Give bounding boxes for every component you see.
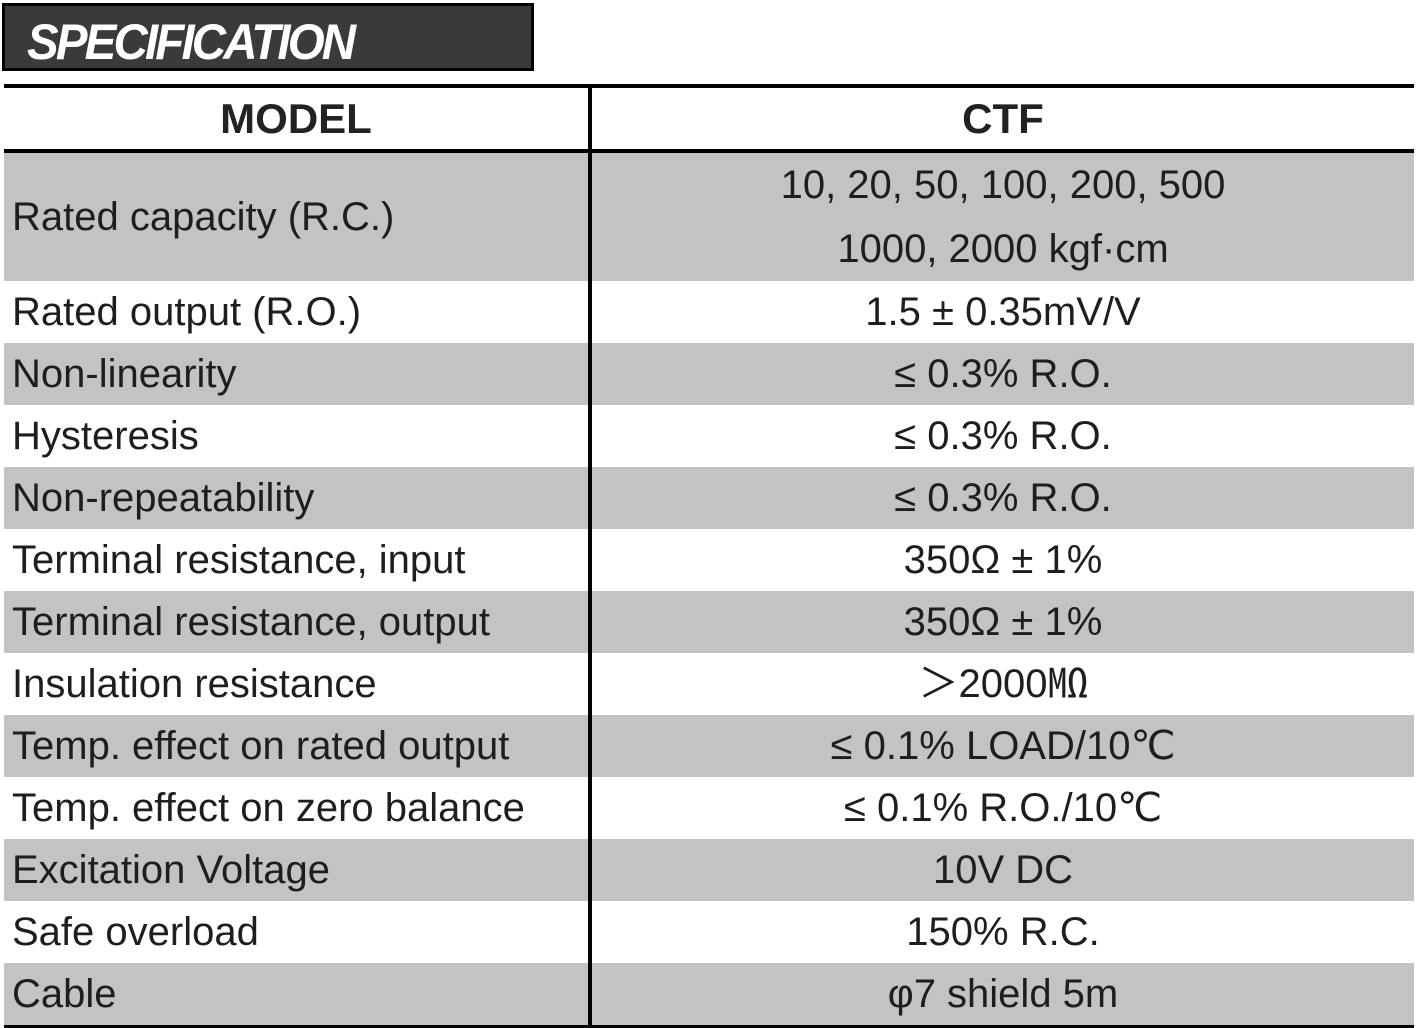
row-label-temp-effect-rated-output: Temp. effect on rated output (4, 715, 592, 777)
row-value-temp-effect-rated-output: ≤ 0.1% LOAD/10℃ (590, 715, 1414, 777)
row-value-hysteresis: ≤ 0.3% R.O. (894, 414, 1112, 458)
table-row: Safe overload 150% R.C. (4, 901, 1414, 963)
row-label-temp-effect-zero-balance: Temp. effect on zero balance (4, 777, 592, 839)
row-value-terminal-resistance-output: 350Ω ± 1% (590, 591, 1414, 653)
rated-capacity-line-1: 10, 20, 50, 100, 200, 500 (780, 163, 1226, 207)
row-value-insulation-resistance: ＞2000㏁ (918, 662, 1088, 706)
table-row: Rated capacity (R.C.) 10, 20, 50, 100, 2… (4, 151, 1414, 281)
row-value-non-linearity: ≤ 0.3% R.O. (590, 343, 1414, 405)
row-label-rated-capacity: Rated capacity (R.C.) (4, 151, 592, 281)
title-banner: SPECIFICATION (2, 3, 534, 71)
row-value-excitation-voltage: 10V DC (590, 839, 1414, 901)
row-value-non-repeatability: ≤ 0.3% R.O. (590, 467, 1414, 529)
table-row: Hysteresis ≤ 0.3% R.O. (4, 405, 1414, 467)
row-label-safe-overload: Safe overload (4, 901, 592, 963)
row-label-terminal-resistance-input: Terminal resistance, input (4, 529, 592, 591)
table-row: Terminal resistance, output 350Ω ± 1% (4, 591, 1414, 653)
row-value-safe-overload: 150% R.C. (906, 910, 1100, 954)
page-title: SPECIFICATION (27, 14, 356, 70)
row-label-excitation-voltage: Excitation Voltage (4, 839, 592, 901)
row-value-terminal-resistance-input: 350Ω ± 1% (903, 538, 1103, 582)
table-row: Insulation resistance ＞2000㏁ (4, 653, 1414, 715)
row-label-non-linearity: Non-linearity (4, 343, 592, 405)
row-label-insulation-resistance: Insulation resistance (4, 653, 592, 715)
row-value-temp-effect-zero-balance: ≤ 0.1% R.O./10℃ (843, 786, 1163, 830)
row-value-rated-output: 1.5 ± 0.35mV/V (865, 290, 1141, 334)
row-label-rated-output: Rated output (R.O.) (4, 281, 592, 343)
specification-table: MODEL CTF Rated capacity (R.C.) 10, 20, … (4, 84, 1414, 1028)
row-label-cable: Cable (4, 963, 592, 1028)
table-header-row: MODEL CTF (4, 84, 1414, 153)
table-row: Terminal resistance, input 350Ω ± 1% (4, 529, 1414, 591)
row-label-terminal-resistance-output: Terminal resistance, output (4, 591, 592, 653)
rated-capacity-line-2: 1000, 2000 kgf·cm (837, 227, 1169, 271)
model-header: MODEL (4, 84, 592, 153)
row-value-rated-capacity: 10, 20, 50, 100, 200, 500 1000, 2000 kgf… (590, 151, 1414, 281)
table-row: Non-linearity ≤ 0.3% R.O. (4, 343, 1414, 405)
row-label-non-repeatability: Non-repeatability (4, 467, 592, 529)
table-row: Non-repeatability ≤ 0.3% R.O. (4, 467, 1414, 529)
table-row: Temp. effect on zero balance ≤ 0.1% R.O.… (4, 777, 1414, 839)
row-value-cable: φ7 shield 5m (590, 963, 1414, 1028)
table-row: Temp. effect on rated output ≤ 0.1% LOAD… (4, 715, 1414, 777)
table-row: Cable φ7 shield 5m (4, 963, 1414, 1028)
row-label-hysteresis: Hysteresis (4, 405, 592, 467)
table-row: Rated output (R.O.) 1.5 ± 0.35mV/V (4, 281, 1414, 343)
table-row: Excitation Voltage 10V DC (4, 839, 1414, 901)
model-value-header: CTF (590, 84, 1414, 153)
